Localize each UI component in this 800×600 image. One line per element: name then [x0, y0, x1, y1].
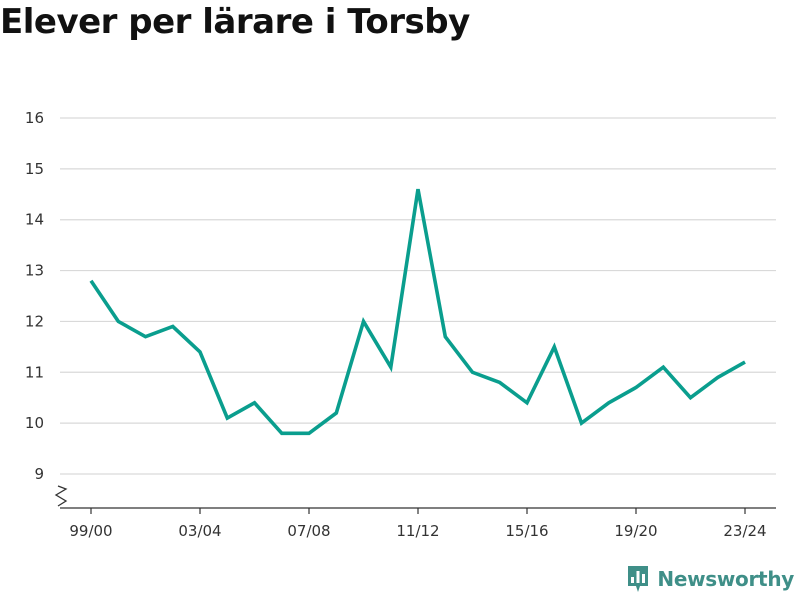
- data-point: [661, 365, 665, 369]
- data-point: [552, 345, 556, 349]
- data-point: [498, 380, 502, 384]
- y-tick-label: 16: [25, 109, 44, 127]
- data-point: [471, 370, 475, 374]
- data-point: [171, 325, 175, 329]
- series-layer: [89, 187, 747, 436]
- data-point: [689, 396, 693, 400]
- y-tick-label: 14: [25, 211, 44, 229]
- x-tick-label: 03/04: [178, 522, 221, 540]
- data-point: [253, 401, 257, 405]
- data-point: [144, 335, 148, 339]
- y-tick-label: 11: [25, 363, 44, 381]
- x-tick-label: 15/16: [505, 522, 548, 540]
- data-point: [389, 365, 393, 369]
- data-point: [362, 319, 366, 323]
- data-point: [716, 375, 720, 379]
- data-point: [280, 431, 284, 435]
- x-tick-label: 99/00: [69, 522, 112, 540]
- series-line-0: [89, 188, 746, 436]
- data-point: [607, 401, 611, 405]
- x-tick-label: 11/12: [396, 522, 439, 540]
- data-point: [634, 386, 638, 390]
- brand-logo: Newsworthy: [626, 564, 794, 594]
- x-tick-label: 07/08: [287, 522, 330, 540]
- data-point: [416, 187, 420, 191]
- x-tick-label: 23/24: [723, 522, 766, 540]
- line-chart: 9 10 11 12 13 14 15 16 99/00 03/04 07/08 11/12 15/1…: [25, 109, 776, 540]
- newsworthy-logo-icon: [628, 566, 649, 592]
- y-axis: 9 10 11 12 13 14 15 16: [25, 109, 44, 483]
- y-tick-label: 13: [25, 262, 44, 280]
- data-point: [225, 416, 229, 420]
- chart-title: Elever per lärare i Torsby: [0, 2, 470, 42]
- y-tick-label: 15: [25, 160, 44, 178]
- axis-break-mark: [54, 485, 68, 507]
- x-axis: 99/00 03/04 07/08 11/12 15/16 19/20 23/24: [54, 485, 776, 540]
- data-point: [307, 431, 311, 435]
- grid-lines: [60, 117, 776, 475]
- brand-name: Newsworthy: [657, 567, 794, 591]
- data-point: [116, 319, 120, 323]
- x-tick-label: 19/20: [614, 522, 657, 540]
- data-point: [198, 350, 202, 354]
- data-point: [580, 421, 584, 425]
- data-point: [525, 401, 529, 405]
- y-tick-label: 9: [34, 465, 44, 483]
- data-point: [443, 335, 447, 339]
- data-point: [743, 360, 747, 364]
- y-tick-label: 12: [25, 312, 44, 330]
- data-point: [89, 279, 93, 283]
- data-point: [334, 411, 338, 415]
- y-tick-label: 10: [25, 414, 44, 432]
